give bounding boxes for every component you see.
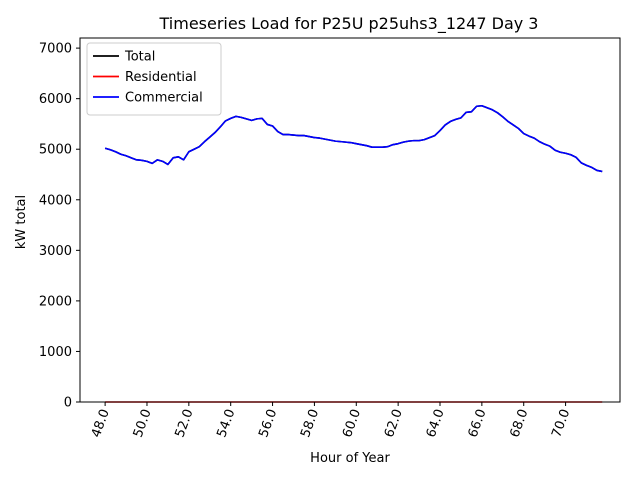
y-tick-label: 3000	[39, 244, 72, 259]
y-tick-label: 5000	[39, 143, 72, 158]
y-tick-label: 7000	[39, 42, 72, 57]
legend-label-residential: Residential	[125, 70, 197, 85]
y-axis-ticks: 0 1000 2000 3000 4000 5000 6000 7000	[39, 42, 80, 411]
x-axis-label: Hour of Year	[310, 451, 390, 466]
legend-label-total: Total	[124, 50, 155, 65]
y-axis-label: kW total	[14, 195, 29, 249]
y-tick-label: 4000	[39, 193, 72, 208]
chart-title: Timeseries Load for P25U p25uhs3_1247 Da…	[159, 14, 539, 34]
legend: Total Residential Commercial	[86, 42, 222, 116]
legend-label-commercial: Commercial	[125, 91, 203, 106]
y-tick-label: 6000	[39, 92, 72, 107]
legend-box	[86, 42, 222, 116]
series-line-commercial	[104, 104, 603, 173]
y-tick-label: 1000	[39, 345, 72, 360]
y-tick-label: 2000	[39, 294, 72, 309]
y-tick-label: 0	[64, 396, 72, 411]
plot-frame	[79, 37, 621, 403]
